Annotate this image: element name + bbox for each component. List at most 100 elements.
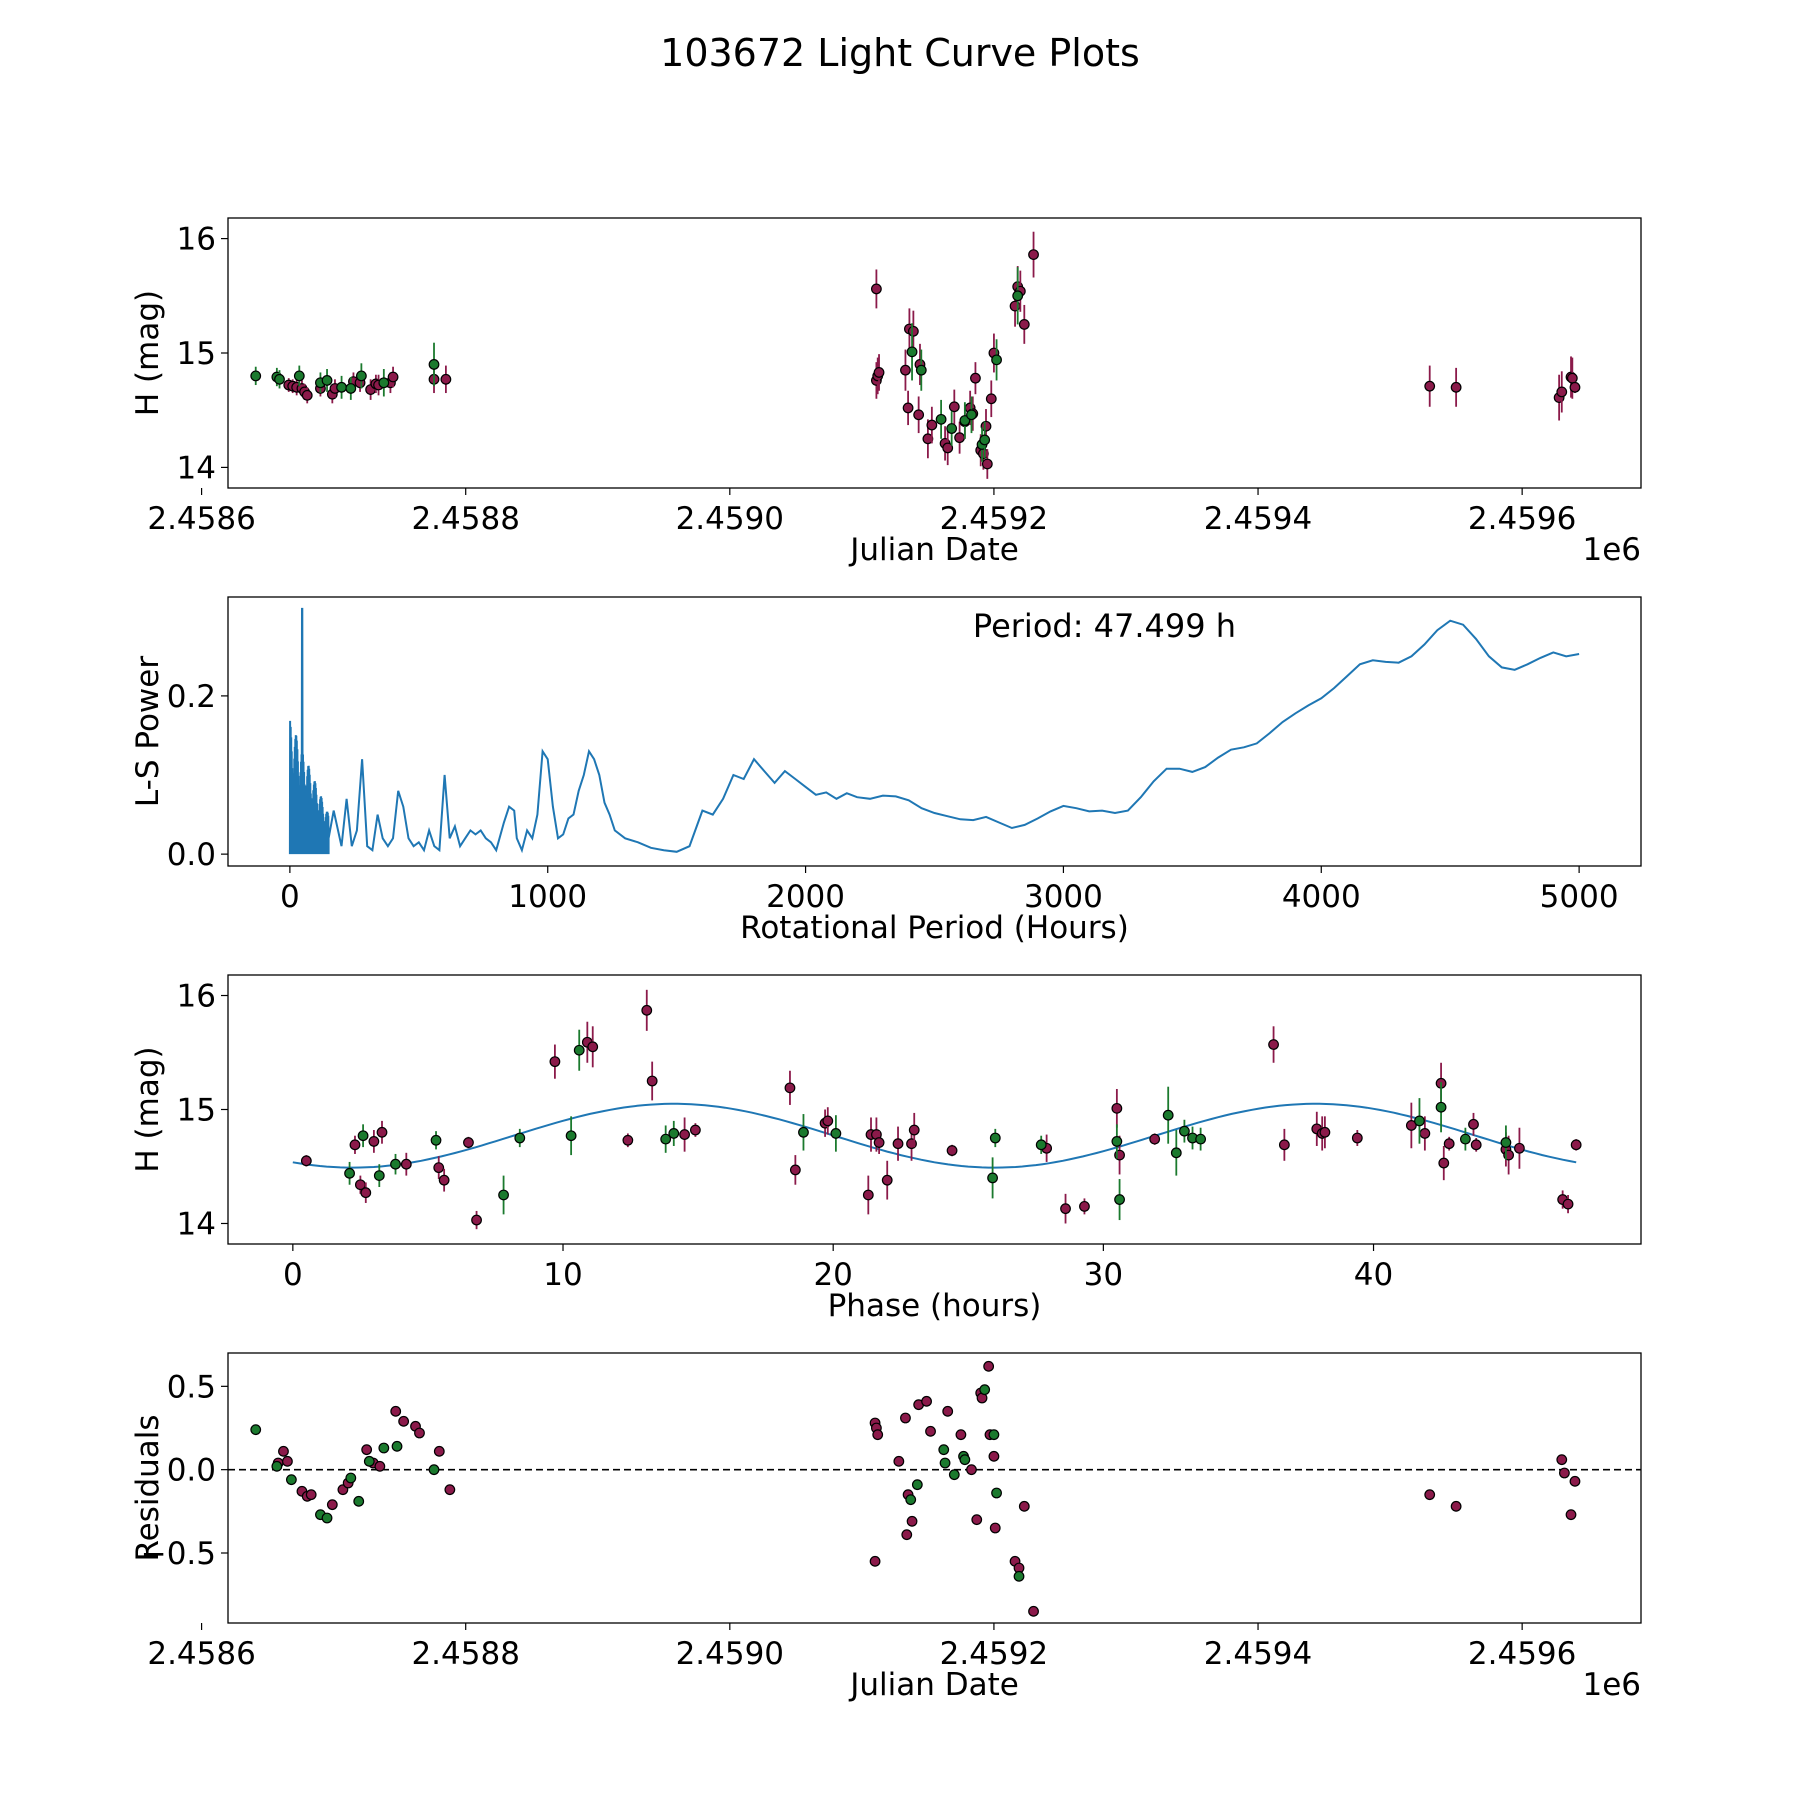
data-point <box>935 413 947 425</box>
data-point <box>274 373 285 385</box>
y-axis-label: H (mag) <box>130 290 166 416</box>
data-point <box>1079 1200 1090 1212</box>
data-point <box>948 1469 960 1481</box>
data-point <box>1149 1133 1161 1145</box>
data-point <box>376 1126 388 1138</box>
data-point <box>1018 1500 1030 1512</box>
data-point <box>988 1450 1000 1462</box>
periodogram-panel: 0 1000 2000 3000 4000 5000 0.0 0.2 Rotational Pe… <box>130 596 1642 946</box>
data-point <box>921 1395 932 1407</box>
y-tick-label: 16 <box>177 979 216 1015</box>
data-point <box>873 1137 885 1148</box>
data-point <box>987 1172 998 1184</box>
data-point <box>1435 1101 1447 1113</box>
x-axis-label: Rotational Period (Hours) <box>740 910 1129 946</box>
data-point <box>336 381 347 393</box>
x-tick-label: 10 <box>543 1257 582 1293</box>
axes-frame <box>227 596 1642 867</box>
data-point <box>901 1529 913 1541</box>
periodogram-line <box>288 607 1580 855</box>
data-point <box>444 1484 456 1496</box>
y-tick-label: 14 <box>177 450 216 486</box>
data-point <box>893 1455 905 1467</box>
data-point <box>1424 380 1436 392</box>
x-tick-label: 20 <box>813 1257 852 1293</box>
x-tick-label: 2.4596 <box>1468 1636 1576 1672</box>
data-point <box>1500 1137 1512 1148</box>
data-point <box>368 1136 380 1147</box>
y-axis-label: L-S Power <box>130 656 166 807</box>
data-point <box>1111 1136 1123 1147</box>
data-point <box>948 401 960 413</box>
data-point <box>438 1174 450 1186</box>
data-point <box>387 371 399 383</box>
data-point <box>989 1522 1001 1534</box>
data-point <box>1268 1039 1279 1050</box>
x-tick-label: 3000 <box>1024 879 1103 915</box>
data-point <box>946 1145 958 1156</box>
data-point <box>991 1487 1002 1499</box>
data-point <box>979 1384 991 1396</box>
data-point <box>355 370 367 382</box>
data-point <box>870 283 882 295</box>
x-tick-label: 2.4592 <box>940 1636 1048 1672</box>
fit-curve <box>292 1102 1577 1169</box>
data-point <box>939 1457 951 1469</box>
x-axis-label: Phase (hours) <box>828 1288 1042 1324</box>
data-point <box>357 1130 369 1142</box>
x-tick-label: 1000 <box>508 879 587 915</box>
x-tick-label: 0 <box>280 879 300 915</box>
data-point <box>892 1138 904 1150</box>
x-tick-label: 2.4588 <box>411 1636 519 1672</box>
data-point <box>1018 318 1030 330</box>
y-tick-label: 0.5 <box>167 1369 216 1405</box>
y-tick-label: 0.0 <box>167 837 216 873</box>
x-tick-label: 30 <box>1084 1257 1123 1293</box>
data-point <box>881 1174 893 1186</box>
axes-frame <box>227 1352 1642 1624</box>
y-tick-label: 14 <box>177 1206 216 1242</box>
data-point <box>981 458 993 470</box>
data-point <box>908 1124 920 1136</box>
period-annotation: Period: 47.499 h <box>973 607 1236 645</box>
y-axis-label: H (mag) <box>130 1046 166 1172</box>
plot-area <box>228 1360 1641 1617</box>
data-point <box>988 1429 1000 1441</box>
data-point <box>966 409 977 421</box>
data-point <box>374 1460 386 1472</box>
data-point <box>271 1460 283 1472</box>
data-point <box>300 1155 312 1167</box>
axes-frame <box>227 217 1642 489</box>
data-point <box>430 1134 442 1146</box>
data-point <box>966 1464 977 1476</box>
data-point <box>1319 1126 1331 1138</box>
data-point <box>390 1158 401 1170</box>
data-point <box>971 1514 983 1526</box>
x-tick-label: 4000 <box>1282 879 1361 915</box>
data-point <box>1556 1454 1568 1466</box>
data-point <box>345 1472 357 1484</box>
data-point <box>989 1132 1001 1144</box>
data-point <box>913 409 925 421</box>
x-tick-label: 2.4590 <box>676 1636 784 1672</box>
data-point <box>926 419 938 431</box>
data-point <box>361 1444 373 1456</box>
data-point <box>646 1075 658 1087</box>
data-point <box>869 1555 881 1567</box>
data-point <box>784 1082 796 1094</box>
data-point <box>1405 1120 1417 1131</box>
y-tick-label: −0.5 <box>141 1536 216 1572</box>
data-point <box>1170 1147 1182 1159</box>
y-tick-label: 0.0 <box>167 1453 216 1489</box>
data-point <box>946 423 958 434</box>
data-point <box>942 1405 954 1417</box>
data-point <box>345 383 357 394</box>
data-point <box>549 1056 561 1068</box>
data-point <box>1450 1500 1462 1512</box>
y-tick-label: 15 <box>177 336 216 372</box>
plot-area <box>288 607 1580 855</box>
y-tick-label: 0.2 <box>167 679 216 715</box>
data-point <box>942 442 954 454</box>
data-point <box>428 359 440 370</box>
data-point <box>1351 1132 1363 1144</box>
